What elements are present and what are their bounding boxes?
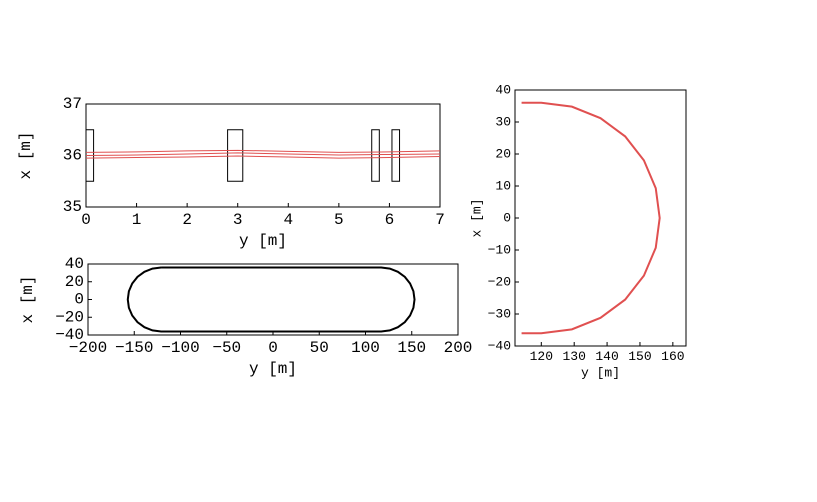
y-tick-label: 20 — [495, 146, 511, 161]
y-tick-label: 35 — [63, 198, 82, 216]
x-tick-label: 200 — [444, 339, 473, 357]
x-tick-label: 130 — [562, 349, 585, 364]
trajectory — [521, 101, 661, 335]
y-axis-label: x [m] — [469, 198, 484, 237]
x-tick-label: −100 — [161, 339, 199, 357]
y-tick-label: 30 — [495, 114, 511, 129]
x-tick-label: 160 — [661, 349, 684, 364]
y-tick-label: −30 — [488, 306, 511, 321]
x-tick-label: 100 — [351, 339, 380, 357]
trajectory — [85, 152, 441, 156]
x-tick-label: 7 — [435, 211, 445, 229]
y-tick-label: 0 — [503, 210, 511, 225]
x-tick-label: 150 — [628, 349, 651, 364]
x-tick-label: 120 — [530, 349, 553, 364]
y-tick-label: 40 — [495, 82, 511, 97]
y-tick-label: −40 — [55, 326, 84, 344]
y-axis-label: x [m] — [19, 275, 37, 323]
y-tick-label: 0 — [74, 291, 84, 309]
y-tick-label: −20 — [488, 274, 511, 289]
trajectory — [126, 266, 416, 333]
element-box — [227, 129, 244, 182]
y-tick-label: 40 — [65, 255, 84, 273]
x-tick-label: 1 — [132, 211, 142, 229]
x-tick-label: 150 — [397, 339, 426, 357]
plot-area — [85, 103, 441, 208]
x-tick-label: 6 — [385, 211, 395, 229]
plot-area — [514, 89, 687, 347]
element-box — [371, 129, 380, 182]
x-tick-label: 4 — [283, 211, 293, 229]
x-tick-label: −200 — [69, 339, 107, 357]
y-tick-label: 10 — [495, 178, 511, 193]
x-tick-label: 3 — [233, 211, 243, 229]
y-tick-label: −20 — [55, 308, 84, 326]
y-tick-label: −10 — [488, 242, 511, 257]
y-axis-label: x [m] — [17, 131, 35, 179]
x-tick-label: 140 — [595, 349, 618, 364]
element-box — [391, 129, 401, 182]
y-tick-label: −40 — [488, 338, 511, 353]
y-tick-label: 20 — [65, 273, 84, 291]
trajectory — [85, 155, 441, 159]
x-axis-label: y [m] — [239, 232, 287, 250]
y-tick-label: 36 — [63, 147, 82, 165]
plot-area — [87, 263, 459, 336]
x-axis-label: y [m] — [581, 366, 620, 381]
trajectory — [85, 149, 441, 153]
x-tick-label: 0 — [268, 339, 278, 357]
x-tick-label: −50 — [212, 339, 241, 357]
x-tick-label: 5 — [334, 211, 344, 229]
x-tick-label: −150 — [115, 339, 153, 357]
x-tick-label: 2 — [182, 211, 192, 229]
x-tick-label: 0 — [81, 211, 91, 229]
x-axis-label: y [m] — [249, 360, 297, 378]
y-tick-label: 37 — [63, 95, 82, 113]
x-tick-label: 50 — [310, 339, 329, 357]
